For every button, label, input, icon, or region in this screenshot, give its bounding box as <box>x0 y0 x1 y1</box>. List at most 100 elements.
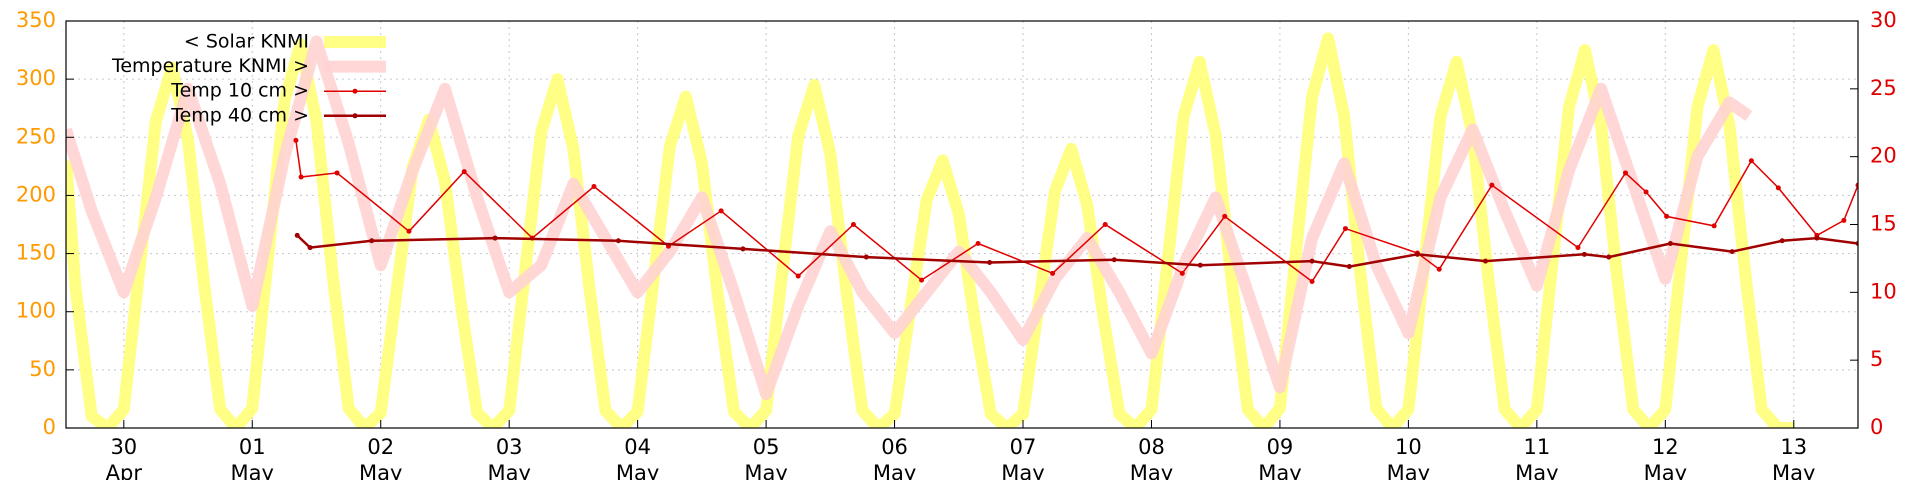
data-point <box>863 254 869 260</box>
x-tick-month: May <box>1130 461 1173 480</box>
x-tick-month: May <box>1387 461 1430 480</box>
data-point <box>1102 222 1108 227</box>
data-point <box>294 232 300 238</box>
data-point <box>795 273 801 279</box>
data-point <box>1643 189 1649 195</box>
x-tick-month: May <box>744 461 787 480</box>
x-tick-month: May <box>487 461 530 480</box>
series-line <box>66 32 1794 428</box>
data-point <box>591 184 597 190</box>
data-point <box>1414 251 1420 257</box>
y2-tick-label: 5 <box>1870 347 1883 371</box>
y-tick-label: 150 <box>16 241 56 265</box>
data-point <box>1309 278 1315 284</box>
x-tick-label: 06 <box>881 435 908 459</box>
x-tick-month: May <box>1258 461 1301 480</box>
axes: 05010015020025030035005101520253030Apr01… <box>16 8 1897 480</box>
data-point <box>718 208 724 214</box>
data-point <box>461 169 467 175</box>
y2-tick-label: 20 <box>1870 144 1897 168</box>
x-tick-label: 10 <box>1395 435 1422 459</box>
data-point <box>1111 257 1117 263</box>
legend-marker <box>352 88 358 94</box>
y2-tick-label: 15 <box>1870 212 1897 236</box>
data-point <box>850 222 856 227</box>
data-point <box>1855 182 1858 188</box>
data-point <box>492 235 498 241</box>
y-tick-label: 300 <box>16 66 56 90</box>
series-line <box>295 140 1858 283</box>
data-point <box>1575 245 1581 251</box>
x-tick-month: May <box>873 461 916 480</box>
data-point <box>1179 270 1185 276</box>
data-point <box>1622 170 1628 176</box>
data-point <box>298 174 304 180</box>
data-point <box>1342 226 1348 232</box>
x-tick-label: 08 <box>1138 435 1165 459</box>
x-tick-label: 07 <box>1010 435 1037 459</box>
x-tick-month: May <box>1772 461 1815 480</box>
x-tick-label: 12 <box>1652 435 1679 459</box>
y-tick-label: 350 <box>16 8 56 32</box>
y2-tick-label: 0 <box>1870 415 1883 439</box>
data-point <box>1050 270 1056 276</box>
plot-area <box>66 32 1858 428</box>
x-tick-label: 03 <box>496 435 523 459</box>
x-tick-label: 01 <box>239 435 266 459</box>
data-point <box>334 170 340 176</box>
data-point <box>975 240 981 246</box>
data-point <box>1489 182 1495 188</box>
plot-frame <box>65 20 1859 429</box>
x-tick-month: May <box>231 461 274 480</box>
data-point <box>919 277 925 283</box>
y2-tick-label: 25 <box>1870 76 1897 100</box>
series-line <box>66 35 1753 401</box>
x-tick-label: 30 <box>110 435 137 459</box>
data-point <box>1436 266 1442 272</box>
legend-label: Temp 10 cm > <box>170 80 309 102</box>
y-tick-label: 250 <box>16 124 56 148</box>
data-point <box>1309 258 1315 264</box>
data-point <box>987 259 993 265</box>
data-point <box>740 246 746 252</box>
x-tick-label: 02 <box>367 435 394 459</box>
data-point <box>615 238 621 244</box>
data-point <box>1664 213 1670 219</box>
x-tick-label: 05 <box>753 435 780 459</box>
legend-marker <box>352 113 358 119</box>
y-tick-label: 100 <box>16 299 56 323</box>
data-point <box>1667 240 1673 246</box>
data-point <box>1482 258 1488 264</box>
legend-label: < Solar KNMI <box>184 31 309 53</box>
data-point <box>1814 235 1820 241</box>
data-point <box>293 137 299 143</box>
y2-tick-label: 10 <box>1870 279 1897 303</box>
x-tick-month: May <box>359 461 402 480</box>
data-point <box>1748 158 1754 164</box>
data-point <box>1581 251 1587 257</box>
data-point <box>1729 249 1735 255</box>
y-tick-label: 0 <box>43 415 56 439</box>
data-point <box>1197 262 1203 268</box>
x-tick-month: May <box>616 461 659 480</box>
x-tick-month: May <box>1644 461 1687 480</box>
data-point <box>1711 223 1717 229</box>
x-tick-month: May <box>1001 461 1044 480</box>
x-tick-label: 11 <box>1523 435 1550 459</box>
y-tick-label: 50 <box>29 357 56 381</box>
data-point <box>369 238 375 244</box>
y-tick-label: 200 <box>16 182 56 206</box>
data-point <box>1855 240 1858 246</box>
x-tick-month: Apr <box>106 461 143 480</box>
data-point <box>1222 213 1228 219</box>
data-point <box>1346 264 1352 270</box>
data-point <box>406 228 412 234</box>
y2-tick-label: 30 <box>1870 8 1897 32</box>
x-tick-label: 04 <box>624 435 651 459</box>
legend-label: Temp 40 cm > <box>170 104 309 126</box>
x-tick-label: 13 <box>1780 435 1807 459</box>
legend-label: Temperature KNMI > <box>111 55 309 77</box>
data-point <box>1775 185 1781 191</box>
